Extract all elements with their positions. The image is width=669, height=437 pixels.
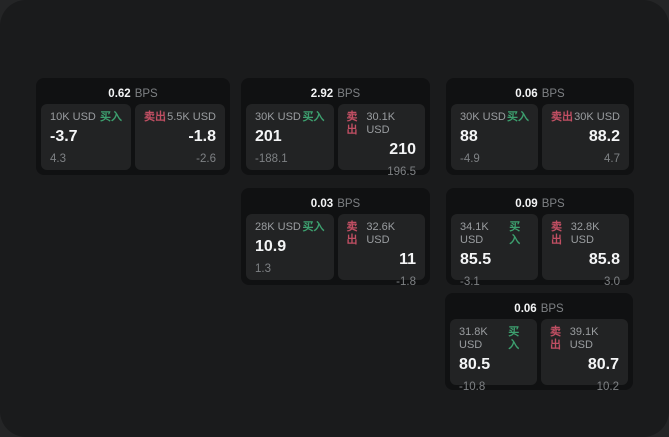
sell-side-label: 卖出: [551, 111, 573, 123]
quote-card-4: 0.03 BPS 28K USD 买入 10.9 1.3 卖出 32.6K US…: [241, 188, 430, 288]
buy-panel[interactable]: 30K USD 买入 201 -188.1: [246, 104, 334, 170]
buy-panel[interactable]: 30K USD 买入 88 -4.9: [451, 104, 538, 170]
bps-value: 0.62: [108, 87, 131, 100]
buy-delta: -4.9: [460, 153, 480, 165]
sell-amount: 39.1K USD: [569, 326, 599, 351]
buy-delta: 1.3: [255, 263, 271, 275]
buy-side-label: 买入: [508, 326, 520, 351]
sell-delta: 3.0: [604, 276, 620, 288]
bps-header: 0.03 BPS: [246, 193, 425, 214]
buy-side-label: 买入: [509, 221, 521, 246]
buy-panel[interactable]: 34.1K USD 买入 85.5 -3.1: [451, 214, 538, 288]
bps-value: 2.92: [310, 87, 334, 100]
buy-delta: 4.3: [50, 153, 66, 165]
buy-amount: 30K USD: [255, 111, 301, 123]
buy-price: 10.9: [255, 238, 287, 255]
bps-header: 0.06 BPS: [450, 298, 628, 319]
sell-side-label: 卖出: [346, 221, 358, 246]
buy-amount: 34.1K USD: [460, 221, 489, 246]
sell-amount: 32.8K USD: [570, 221, 600, 246]
sell-delta: -1.8: [396, 276, 416, 288]
sell-panel[interactable]: 卖出 30.1K USD 210 196.5: [337, 104, 425, 178]
sell-price: 80.7: [587, 356, 619, 373]
sell-panel[interactable]: 卖出 32.8K USD 85.8 3.0: [542, 214, 629, 288]
bps-suffix-label: BPS: [337, 87, 361, 100]
bps-suffix-label: BPS: [541, 87, 565, 100]
bps-suffix-label: BPS: [540, 302, 564, 315]
bps-suffix-label: BPS: [337, 197, 361, 210]
buy-side-label: 买入: [302, 221, 325, 233]
bps-header: 0.06 BPS: [451, 83, 629, 104]
buy-amount: 28K USD: [255, 221, 301, 233]
buy-side-label: 买入: [302, 111, 325, 123]
sell-price: 210: [389, 141, 416, 158]
bps-value: 0.06: [515, 87, 538, 100]
buy-price: -3.7: [50, 128, 78, 145]
quote-card-2: 2.92 BPS 30K USD 买入 201 -188.1 卖出 30.1K …: [241, 78, 430, 178]
sell-delta: -2.6: [196, 153, 216, 165]
sell-side-label: 卖出: [550, 326, 561, 351]
sell-delta: 4.7: [604, 153, 620, 165]
quote-card-5: 0.09 BPS 34.1K USD 买入 85.5 -3.1 卖出 32.8K…: [446, 188, 634, 288]
buy-side-label: 买入: [100, 111, 122, 123]
sell-panel[interactable]: 卖出 39.1K USD 80.7 10.2: [541, 319, 628, 393]
sell-amount: 30.1K USD: [366, 111, 396, 136]
sell-amount: 30K USD: [574, 111, 620, 123]
buy-delta: -188.1: [255, 153, 288, 165]
buy-price: 88: [460, 128, 478, 145]
buy-panel[interactable]: 28K USD 买入 10.9 1.3: [246, 214, 334, 280]
sell-delta: 196.5: [387, 166, 416, 178]
sell-price: 88.2: [588, 128, 620, 145]
buy-price: 80.5: [459, 356, 491, 373]
bps-value: 0.09: [515, 197, 538, 210]
buy-delta: -3.1: [460, 276, 480, 288]
bps-value: 0.03: [310, 197, 334, 210]
buy-amount: 31.8K USD: [459, 326, 488, 351]
sell-amount: 5.5K USD: [167, 111, 216, 123]
bps-value: 0.06: [514, 302, 537, 315]
bps-header: 0.09 BPS: [451, 193, 629, 214]
buy-panel[interactable]: 10K USD 买入 -3.7 4.3: [41, 104, 131, 170]
sell-price: 11: [399, 251, 416, 268]
quote-card-6: 0.06 BPS 31.8K USD 买入 80.5 -10.8 卖出 39.1…: [445, 293, 633, 393]
buy-amount: 30K USD: [460, 111, 506, 123]
sell-side-label: 卖出: [144, 111, 166, 123]
buy-panel[interactable]: 31.8K USD 买入 80.5 -10.8: [450, 319, 537, 393]
bps-header: 0.62 BPS: [41, 83, 225, 104]
bps-suffix-label: BPS: [134, 87, 158, 100]
bps-header: 2.92 BPS: [246, 83, 425, 104]
sell-price: 85.8: [588, 251, 620, 268]
sell-panel[interactable]: 卖出 5.5K USD -1.8 -2.6: [135, 104, 225, 170]
sell-price: -1.8: [188, 128, 216, 145]
sell-panel[interactable]: 卖出 30K USD 88.2 4.7: [542, 104, 629, 170]
buy-side-label: 买入: [507, 111, 529, 123]
buy-amount: 10K USD: [50, 111, 96, 123]
sell-panel[interactable]: 卖出 32.6K USD 11 -1.8: [337, 214, 425, 288]
quote-card-3: 0.06 BPS 30K USD 买入 88 -4.9 卖出 30K USD 8…: [446, 78, 634, 175]
buy-price: 85.5: [460, 251, 492, 268]
sell-amount: 32.6K USD: [366, 221, 396, 246]
sell-side-label: 卖出: [346, 111, 358, 136]
sell-delta: 10.2: [596, 381, 619, 393]
bps-suffix-label: BPS: [541, 197, 565, 210]
sell-side-label: 卖出: [551, 221, 562, 246]
buy-price: 201: [255, 128, 282, 145]
buy-delta: -10.8: [459, 381, 486, 393]
quote-card-1: 0.62 BPS 10K USD 买入 -3.7 4.3 卖出 5.5K USD…: [36, 78, 230, 175]
